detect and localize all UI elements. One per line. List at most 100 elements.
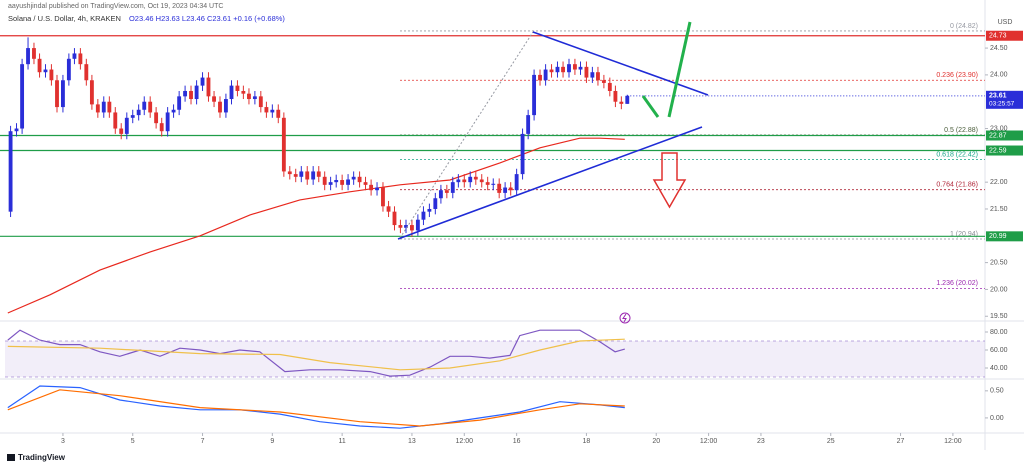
y-tick-label: 60.00 — [990, 347, 1008, 354]
candle-body — [404, 225, 408, 228]
green-arrow-stroke — [641, 95, 660, 118]
x-tick-label: 12:00 — [944, 438, 962, 445]
candle-body — [543, 69, 548, 81]
candle-body — [241, 90, 246, 94]
line-series — [7, 137, 625, 314]
candle-body — [473, 176, 478, 180]
logo-mark — [7, 454, 15, 461]
x-tick-label: 12:00 — [700, 438, 718, 445]
y-tick-label: 24.00 — [990, 72, 1008, 79]
fib-label: 1.236 (20.02) — [936, 280, 978, 287]
candle-body — [299, 171, 304, 177]
candle-body — [281, 117, 286, 172]
candle-body — [32, 48, 36, 59]
candle-body — [142, 101, 147, 110]
candle-body — [72, 53, 77, 59]
candle-body — [438, 190, 443, 199]
candle-body — [200, 77, 205, 86]
x-tick-label: 18 — [583, 438, 591, 445]
candle-body — [66, 58, 71, 81]
event-icon — [619, 312, 631, 324]
tv-logo: TradingView — [7, 453, 66, 462]
publish-header: aayushjindal published on TradingView.co… — [8, 3, 223, 10]
candle-body — [43, 69, 48, 73]
candle-body — [561, 66, 565, 73]
candle-body — [130, 115, 135, 118]
candle-body — [596, 72, 600, 81]
candle-body — [311, 171, 316, 180]
price-label: 20.99 — [989, 233, 1007, 240]
candle-body — [107, 101, 112, 113]
candle-body — [235, 85, 240, 91]
candle-body — [625, 95, 630, 104]
price-label-box — [986, 145, 1023, 156]
y-tick-label: 24.50 — [990, 45, 1008, 52]
candle-body — [334, 180, 339, 183]
candle-body — [229, 85, 234, 100]
candle-body — [252, 96, 257, 100]
x-tick-label: 27 — [897, 438, 905, 445]
candle-body — [601, 80, 606, 83]
candle-body — [159, 123, 164, 132]
candle-body — [410, 225, 414, 231]
candle-body — [8, 131, 13, 212]
x-tick-label: 16 — [513, 438, 521, 445]
x-tick-label: 12:00 — [456, 438, 474, 445]
currency-label: USD — [998, 19, 1013, 26]
price-label: 24.73 — [989, 33, 1007, 40]
x-tick-label: 13 — [408, 438, 416, 445]
y-tick-label: 80.00 — [990, 329, 1008, 336]
price-label-box — [986, 30, 1023, 41]
candle-body — [433, 198, 438, 209]
candle-body — [479, 179, 484, 183]
x-tick-label: 3 — [61, 438, 65, 445]
countdown: 03:25:57 — [989, 101, 1015, 108]
candle-body — [26, 48, 30, 65]
candle-body — [619, 101, 624, 104]
candle-body — [322, 176, 327, 185]
candle-body — [520, 133, 525, 175]
candle-body — [462, 179, 467, 183]
candle-body — [503, 187, 508, 193]
candle-body — [590, 72, 595, 78]
y-tick-label: 21.50 — [990, 206, 1008, 213]
candle-body — [456, 179, 461, 183]
last-price-box — [986, 90, 1023, 109]
candle-body — [369, 184, 374, 191]
candle-body — [392, 211, 397, 226]
candle-body — [491, 183, 496, 185]
candle-body — [206, 77, 211, 97]
y-tick-label: 40.00 — [990, 365, 1008, 372]
fib-label: 0.618 (22.42) — [936, 151, 978, 158]
candle-body — [293, 174, 298, 177]
fib-label: 0.236 (23.90) — [936, 72, 978, 79]
y-tick-label: 0.50 — [990, 388, 1004, 395]
price-label: 22.59 — [989, 147, 1007, 154]
last-price-label: 23.61 — [989, 93, 1007, 100]
candle-body — [154, 112, 159, 124]
candle-body — [212, 96, 216, 102]
candle-body — [136, 109, 141, 116]
candle-body — [287, 171, 292, 175]
y-tick-label: 0.00 — [990, 415, 1004, 422]
candle-body — [497, 183, 502, 193]
symbol-title: Solana / U.S. Dollar, 4h, KRAKEN — [8, 14, 121, 23]
candle-body — [578, 66, 583, 70]
candle-body — [171, 109, 176, 113]
candle-body — [346, 179, 350, 185]
candle-body — [194, 85, 199, 100]
candle-body — [444, 190, 449, 193]
candle-body — [218, 101, 222, 113]
x-tick-label: 5 — [131, 438, 135, 445]
candle-body — [386, 206, 391, 212]
line-series — [7, 385, 625, 429]
candle-body — [567, 64, 571, 73]
candle-body — [316, 171, 321, 177]
fib-label: 0.5 (22.88) — [944, 127, 978, 134]
candle-body — [375, 187, 379, 191]
candle-body — [508, 187, 513, 191]
candle-body — [381, 187, 385, 207]
candle-body — [340, 180, 345, 185]
x-tick-label: 20 — [652, 438, 660, 445]
